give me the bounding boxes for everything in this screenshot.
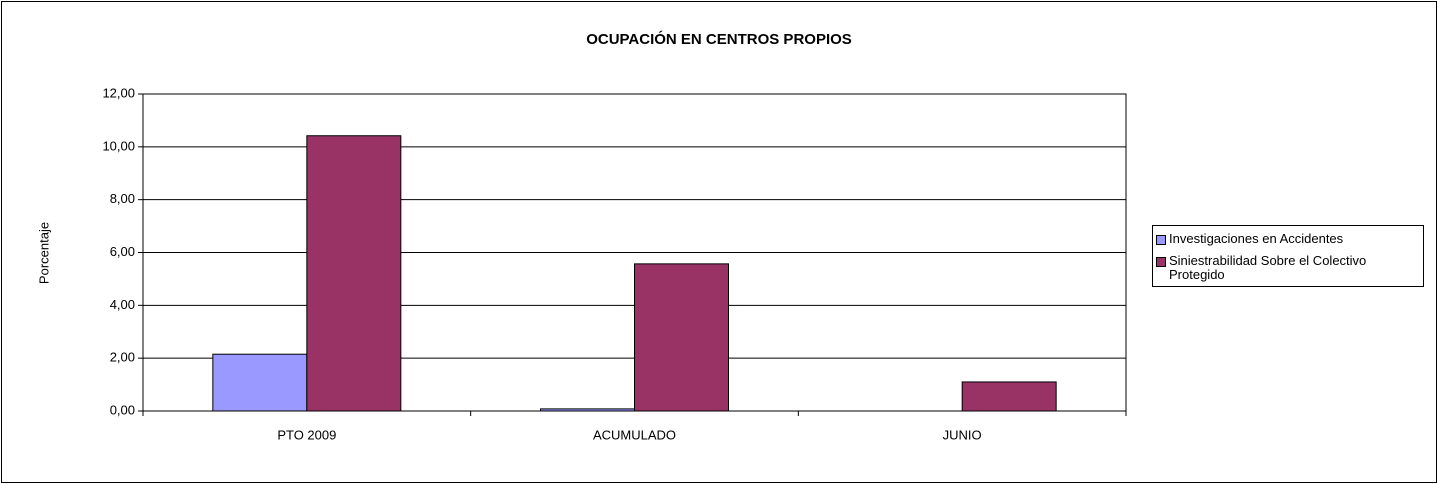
legend-label: Siniestrabilidad Sobre el Colectivo Prot… [1169, 253, 1367, 282]
y-tick-label: 12,00 [102, 85, 135, 100]
bar [212, 353, 308, 412]
bar [306, 135, 402, 412]
y-axis-label: Porcentaje [36, 222, 51, 284]
legend-swatch [1156, 257, 1166, 267]
legend: Investigaciones en Accidentes Siniestrabi… [1152, 225, 1424, 287]
legend-entry: Siniestrabilidad Sobre el Colectivo Prot… [1156, 254, 1423, 282]
bar [961, 381, 1057, 412]
legend-label: Investigaciones en Accidentes [1169, 231, 1344, 246]
y-tick-label: 0,00 [110, 402, 135, 417]
legend-entry: Investigaciones en Accidentes [1156, 232, 1423, 246]
y-tick-label: 6,00 [110, 244, 135, 259]
chart-title: OCUPACIÓN EN CENTROS PROPIOS [586, 30, 852, 48]
y-tick-label: 4,00 [110, 297, 135, 312]
legend-swatch [1156, 235, 1166, 245]
x-tick-label: ACUMULADO [593, 427, 676, 442]
y-tick-label: 10,00 [102, 138, 135, 153]
bar [634, 263, 729, 412]
y-tick-label: 8,00 [110, 191, 135, 206]
x-tick-label: PTO 2009 [277, 427, 336, 442]
y-tick-label: 2,00 [110, 350, 135, 365]
x-tick-label: JUNIO [943, 427, 982, 442]
